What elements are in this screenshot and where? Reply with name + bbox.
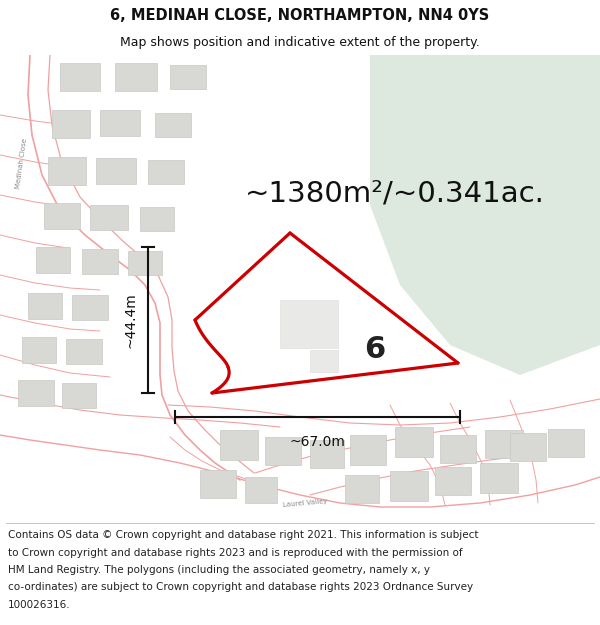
Text: 6: 6 — [364, 336, 386, 364]
Polygon shape — [36, 247, 70, 273]
Polygon shape — [62, 383, 96, 408]
Polygon shape — [60, 63, 100, 91]
Text: 100026316.: 100026316. — [8, 600, 70, 610]
Text: Medinah Close: Medinah Close — [16, 138, 29, 189]
Polygon shape — [22, 337, 56, 363]
Text: ~44.4m: ~44.4m — [124, 292, 138, 348]
Text: ~1380m²/~0.341ac.: ~1380m²/~0.341ac. — [245, 179, 545, 207]
Polygon shape — [265, 437, 301, 465]
Polygon shape — [170, 65, 206, 89]
Polygon shape — [548, 429, 584, 457]
Polygon shape — [435, 467, 471, 495]
Text: 6, MEDINAH CLOSE, NORTHAMPTON, NN4 0YS: 6, MEDINAH CLOSE, NORTHAMPTON, NN4 0YS — [110, 8, 490, 23]
Text: co-ordinates) are subject to Crown copyright and database rights 2023 Ordnance S: co-ordinates) are subject to Crown copyr… — [8, 582, 473, 592]
Polygon shape — [310, 440, 344, 468]
Polygon shape — [66, 339, 102, 364]
Polygon shape — [90, 205, 128, 230]
Polygon shape — [48, 157, 86, 185]
Text: Map shows position and indicative extent of the property.: Map shows position and indicative extent… — [120, 36, 480, 49]
Polygon shape — [200, 470, 236, 498]
Polygon shape — [18, 380, 54, 406]
Text: to Crown copyright and database rights 2023 and is reproduced with the permissio: to Crown copyright and database rights 2… — [8, 548, 463, 558]
Polygon shape — [310, 350, 338, 372]
Polygon shape — [350, 435, 386, 465]
Polygon shape — [345, 475, 379, 503]
Text: ~67.0m: ~67.0m — [290, 435, 346, 449]
Polygon shape — [480, 463, 518, 493]
Polygon shape — [100, 110, 140, 136]
Text: Laurel Valley: Laurel Valley — [283, 498, 328, 508]
Polygon shape — [28, 293, 62, 319]
Polygon shape — [245, 477, 277, 503]
Polygon shape — [485, 430, 523, 458]
Polygon shape — [128, 251, 162, 275]
Polygon shape — [82, 249, 118, 274]
Polygon shape — [440, 435, 476, 463]
Polygon shape — [155, 113, 191, 137]
Polygon shape — [220, 430, 258, 460]
Polygon shape — [395, 427, 433, 457]
Polygon shape — [52, 110, 90, 138]
Polygon shape — [148, 160, 184, 184]
Text: HM Land Registry. The polygons (including the associated geometry, namely x, y: HM Land Registry. The polygons (includin… — [8, 565, 430, 575]
Text: Contains OS data © Crown copyright and database right 2021. This information is : Contains OS data © Crown copyright and d… — [8, 531, 478, 541]
Polygon shape — [115, 63, 157, 91]
Polygon shape — [195, 233, 458, 393]
Polygon shape — [390, 471, 428, 501]
Polygon shape — [280, 300, 338, 348]
Polygon shape — [510, 433, 546, 461]
Polygon shape — [140, 207, 174, 231]
Polygon shape — [72, 295, 108, 320]
Polygon shape — [96, 158, 136, 184]
Polygon shape — [370, 55, 600, 375]
Polygon shape — [44, 203, 80, 229]
